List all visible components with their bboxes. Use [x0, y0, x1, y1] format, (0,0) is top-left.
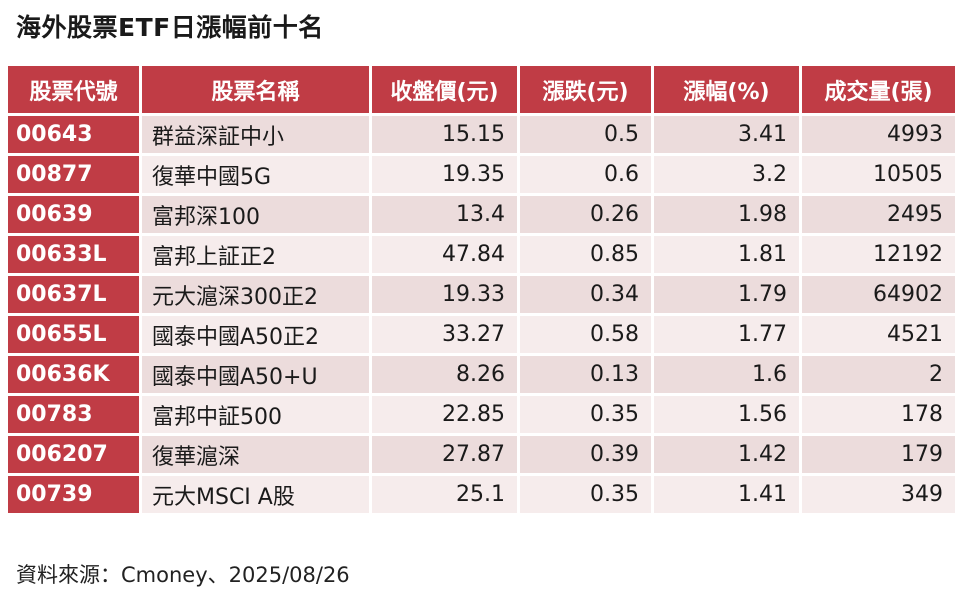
cell-close: 27.87: [372, 436, 517, 473]
cell-close: 25.1: [372, 476, 517, 513]
cell-volume: 10505: [802, 156, 955, 193]
column-header-name: 股票名稱: [142, 66, 369, 113]
cell-change-pct: 1.81: [654, 236, 799, 273]
cell-code: 00877: [8, 156, 139, 193]
table-row: 00636K 國泰中國A50+U 8.26 0.13 1.6 2: [8, 356, 955, 393]
table-row: 00783 富邦中証500 22.85 0.35 1.56 178: [8, 396, 955, 433]
cell-change-pct: 1.98: [654, 196, 799, 233]
cell-change-pct: 1.77: [654, 316, 799, 353]
table-row: 006207 復華滬深 27.87 0.39 1.42 179: [8, 436, 955, 473]
cell-close: 19.35: [372, 156, 517, 193]
column-header-close: 收盤價(元): [372, 66, 517, 113]
cell-close: 13.4: [372, 196, 517, 233]
column-header-change-pct: 漲幅(%): [654, 66, 799, 113]
cell-name: 富邦中証500: [142, 396, 369, 433]
source-note: 資料來源：Cmoney、2025/08/26: [16, 563, 350, 587]
table-row: 00637L 元大滬深300正2 19.33 0.34 1.79 64902: [8, 276, 955, 313]
cell-volume: 4993: [802, 116, 955, 153]
cell-close: 33.27: [372, 316, 517, 353]
etf-table: 股票代號 股票名稱 收盤價(元) 漲跌(元) 漲幅(%) 成交量(張) 0064…: [5, 63, 958, 516]
cell-code: 00639: [8, 196, 139, 233]
cell-change: 0.85: [520, 236, 651, 273]
cell-name: 富邦深100: [142, 196, 369, 233]
cell-change-pct: 3.2: [654, 156, 799, 193]
cell-name: 群益深証中小: [142, 116, 369, 153]
cell-name: 元大滬深300正2: [142, 276, 369, 313]
cell-change-pct: 1.56: [654, 396, 799, 433]
cell-close: 15.15: [372, 116, 517, 153]
cell-code: 00783: [8, 396, 139, 433]
cell-volume: 4521: [802, 316, 955, 353]
cell-change: 0.39: [520, 436, 651, 473]
cell-close: 8.26: [372, 356, 517, 393]
cell-volume: 179: [802, 436, 955, 473]
cell-code: 00643: [8, 116, 139, 153]
cell-change: 0.34: [520, 276, 651, 313]
cell-code: 006207: [8, 436, 139, 473]
column-header-change: 漲跌(元): [520, 66, 651, 113]
cell-name: 國泰中國A50+U: [142, 356, 369, 393]
cell-change: 0.13: [520, 356, 651, 393]
table-body: 00643 群益深証中小 15.15 0.5 3.41 4993 00877 復華中國5G 19…: [8, 116, 955, 513]
cell-volume: 12192: [802, 236, 955, 273]
column-header-volume: 成交量(張): [802, 66, 955, 113]
cell-code: 00633L: [8, 236, 139, 273]
cell-change: 0.5: [520, 116, 651, 153]
cell-code: 00637L: [8, 276, 139, 313]
cell-name: 國泰中國A50正2: [142, 316, 369, 353]
cell-change-pct: 3.41: [654, 116, 799, 153]
table-row: 00739 元大MSCI A股 25.1 0.35 1.41 349: [8, 476, 955, 513]
cell-name: 復華滬深: [142, 436, 369, 473]
column-header-code: 股票代號: [8, 66, 139, 113]
cell-volume: 64902: [802, 276, 955, 313]
table-row: 00643 群益深証中小 15.15 0.5 3.41 4993: [8, 116, 955, 153]
cell-change: 0.26: [520, 196, 651, 233]
table-header-row: 股票代號 股票名稱 收盤價(元) 漲跌(元) 漲幅(%) 成交量(張): [8, 66, 955, 113]
table-row: 00633L 富邦上証正2 47.84 0.85 1.81 12192: [8, 236, 955, 273]
cell-close: 19.33: [372, 276, 517, 313]
cell-change-pct: 1.41: [654, 476, 799, 513]
cell-volume: 2: [802, 356, 955, 393]
cell-name: 元大MSCI A股: [142, 476, 369, 513]
cell-volume: 2495: [802, 196, 955, 233]
cell-volume: 178: [802, 396, 955, 433]
cell-change: 0.35: [520, 476, 651, 513]
cell-code: 00636K: [8, 356, 139, 393]
cell-code: 00739: [8, 476, 139, 513]
cell-change-pct: 1.6: [654, 356, 799, 393]
cell-change-pct: 1.79: [654, 276, 799, 313]
page-title: 海外股票ETF日漲幅前十名: [16, 13, 324, 42]
table-row: 00655L 國泰中國A50正2 33.27 0.58 1.77 4521: [8, 316, 955, 353]
cell-close: 47.84: [372, 236, 517, 273]
cell-change: 0.58: [520, 316, 651, 353]
table-row: 00639 富邦深100 13.4 0.26 1.98 2495: [8, 196, 955, 233]
cell-code: 00655L: [8, 316, 139, 353]
cell-name: 復華中國5G: [142, 156, 369, 193]
cell-change-pct: 1.42: [654, 436, 799, 473]
cell-close: 22.85: [372, 396, 517, 433]
cell-change: 0.6: [520, 156, 651, 193]
cell-volume: 349: [802, 476, 955, 513]
table-row: 00877 復華中國5G 19.35 0.6 3.2 10505: [8, 156, 955, 193]
cell-name: 富邦上証正2: [142, 236, 369, 273]
cell-change: 0.35: [520, 396, 651, 433]
